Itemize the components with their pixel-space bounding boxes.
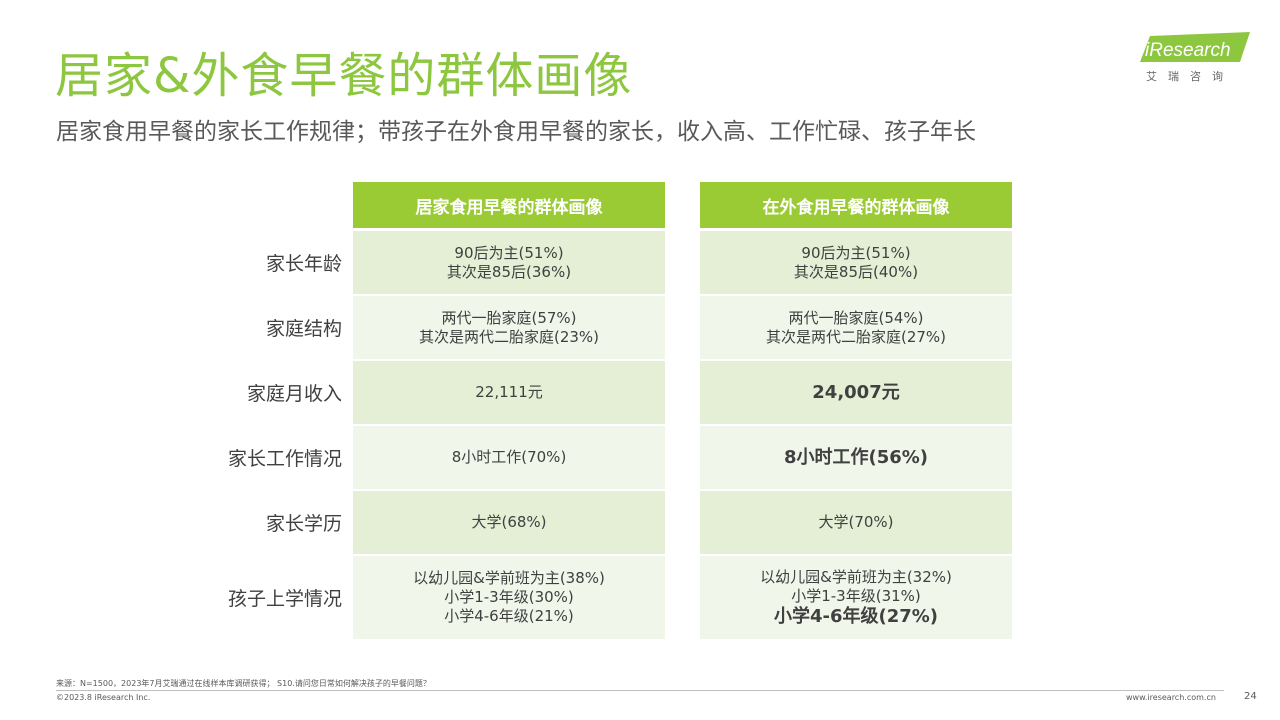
cell-out-monthly-income: 24,007元: [700, 361, 1012, 424]
footer-divider: [56, 690, 1224, 691]
column-header-out: 在外食用早餐的群体画像: [700, 182, 1012, 228]
row-label-work-status: 家长工作情况: [227, 448, 342, 470]
iresearch-logo: iResearch 艾瑞咨询: [1140, 32, 1252, 88]
source-note: 来源：N=1500，2023年7月艾瑞通过在线样本库调研获得； S10.请问您日…: [56, 679, 431, 688]
cell-home-work-status: 8小时工作(70%): [353, 426, 665, 489]
row-label-child-school: 孩子上学情况: [227, 588, 342, 610]
page-number: 24: [1244, 691, 1257, 702]
page-title: 居家&外食早餐的群体画像: [55, 48, 633, 104]
cell-out-education: 大学(70%): [700, 491, 1012, 554]
cell-out-family-structure: 两代一胎家庭(54%) 其次是两代二胎家庭(27%): [700, 296, 1012, 359]
copyright: ©2023.8 iResearch Inc.: [56, 693, 151, 702]
row-label-family-structure: 家庭结构: [265, 318, 342, 340]
cell-out-work-status: 8小时工作(56%): [700, 426, 1012, 489]
website-link[interactable]: www.iresearch.com.cn: [1126, 693, 1216, 702]
cell-home-parent-age: 90后为主(51%) 其次是85后(36%): [353, 231, 665, 294]
page-subtitle: 居家食用早餐的家长工作规律；带孩子在外食用早餐的家长，收入高、工作忙碌、孩子年长: [56, 119, 976, 145]
cell-out-child-school: 以幼儿园&学前班为主(32%) 小学1-3年级(31%) 小学4-6年级(27%): [700, 556, 1012, 639]
logo-chinese: 艾瑞咨询: [1146, 70, 1234, 83]
row-label-parent-age: 家长年龄: [265, 253, 342, 275]
row-label-education: 家长学历: [265, 513, 342, 535]
cell-home-education: 大学(68%): [353, 491, 665, 554]
column-header-home: 居家食用早餐的群体画像: [353, 182, 665, 228]
cell-home-family-structure: 两代一胎家庭(57%) 其次是两代二胎家庭(23%): [353, 296, 665, 359]
logo-icon: iResearch: [1140, 32, 1250, 62]
cell-out-parent-age: 90后为主(51%) 其次是85后(40%): [700, 231, 1012, 294]
cell-home-monthly-income: 22,111元: [353, 361, 665, 424]
svg-text:iResearch: iResearch: [1145, 40, 1231, 61]
cell-home-child-school: 以幼儿园&学前班为主(38%) 小学1-3年级(30%) 小学4-6年级(21%): [353, 556, 665, 639]
row-label-monthly-income: 家庭月收入: [246, 383, 342, 405]
